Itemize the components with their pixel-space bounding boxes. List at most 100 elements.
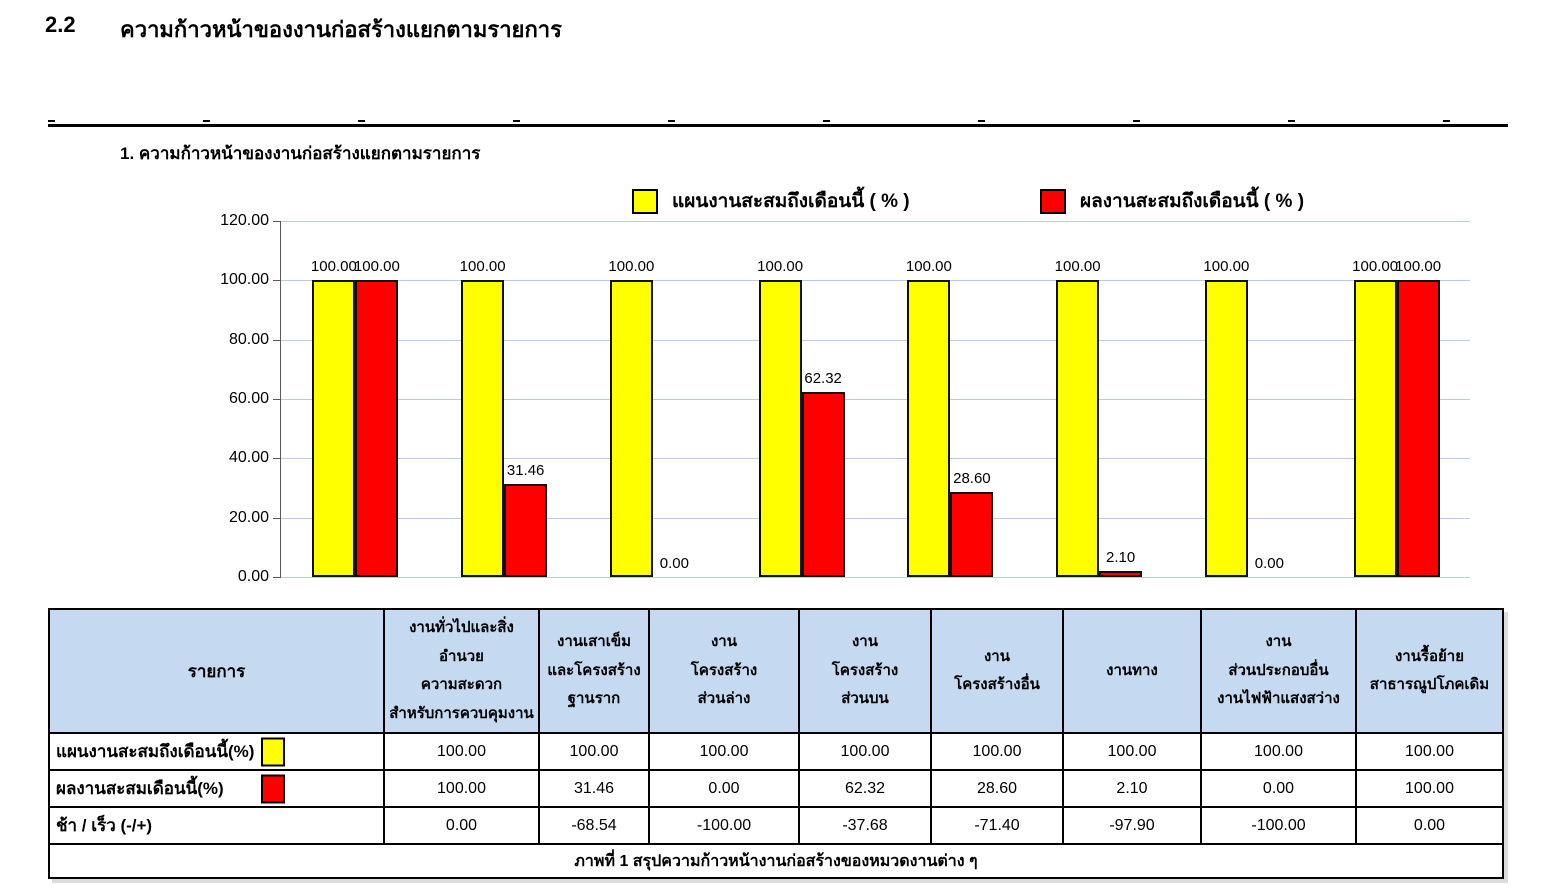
row-label-text: ผลงานสะสมเดือนนี้(%) [56, 779, 224, 798]
table-cell: -97.90 [1062, 806, 1202, 845]
column-header-line: โครงสร้างอื่น [954, 676, 1040, 693]
table-cell: 28.60 [930, 769, 1064, 808]
y-gridline [281, 577, 1470, 578]
table-cell: 100.00 [538, 732, 650, 771]
section-heading: 2.2 ความก้าวหน้าของงานก่อสร้างแยกตามรายก… [45, 12, 562, 47]
plan-bar [312, 280, 356, 577]
bar-value-label: 62.32 [804, 370, 842, 388]
section-title: ความก้าวหน้าของงานก่อสร้างแยกตามรายการ [120, 17, 562, 42]
actual-bar [1099, 570, 1143, 577]
section-number: 2.2 [45, 12, 76, 37]
table-cell: -100.00 [648, 806, 800, 845]
bar-value-label: 0.00 [1254, 555, 1284, 572]
row-label-text: แผนงานสะสมถึงเดือนนี้(%) [56, 742, 255, 761]
column-header: งาน โครงสร้างอื่น [930, 608, 1064, 734]
y-gridline [281, 517, 1470, 519]
table-cell: -100.00 [1200, 806, 1357, 845]
chart-title: 1. ความก้าวหน้าของงานก่อสร้างแยกตามรายกา… [120, 144, 481, 163]
column-header: งาน โครงสร้าง ส่วนบน [798, 608, 932, 734]
table-row: แผนงานสะสมถึงเดือนนี้(%) 100.00 100.00 100.… [48, 732, 1504, 771]
bar-group: 100.00 2.10 [1025, 221, 1174, 577]
y-gridline [281, 399, 1470, 400]
legend-item-actual: ผลงานสะสมถึงเดือนนี้ ( % ) [1040, 186, 1304, 216]
bar-group: 100.00 100.00 [1322, 221, 1471, 577]
column-header-line: ฐานราก [567, 690, 621, 708]
actual-bar [355, 280, 399, 577]
plot-area: 120.00 100.00 80.00 60.00 40.00 20.00 0.00 100.… [220, 212, 1471, 585]
row-label: ผลงานสะสมเดือนนี้(%) [48, 769, 385, 808]
legend-item-plan: แผนงานสะสมถึงเดือนนี้ ( % ) [632, 186, 910, 216]
y-tick-label: 40.00 [228, 449, 269, 467]
data-table-wrap: รายการ งานทั่วไปและสิ่งอำนวย ความสะดวก สำหร… [48, 608, 1504, 879]
column-header-line: ส่วนประกอบอื่น [1228, 661, 1329, 679]
y-gridline [281, 221, 1470, 222]
table-cell: 0.00 [648, 769, 800, 808]
bar-value-label: 100.00 [1054, 258, 1101, 276]
bar-value-label: 100.00 [608, 258, 655, 276]
actual-legend-label: ผลงานสะสมถึงเดือนนี้ ( % ) [1080, 191, 1305, 212]
bar-value-label: 100.00 [1203, 258, 1250, 276]
bar-value-label: 100.00 [1395, 258, 1442, 276]
column-header-line: ส่วนบน [841, 690, 889, 708]
bar-group: 100.00 100.00 [281, 221, 430, 577]
column-header-line: งานทั่วไปและสิ่งอำนวย [409, 619, 514, 665]
table-cell: -37.68 [798, 806, 932, 845]
table-cell: 100.00 [383, 732, 540, 771]
table-header-row: รายการ งานทั่วไปและสิ่งอำนวย ความสะดวก สำหร… [48, 608, 1504, 734]
y-tick [273, 458, 281, 460]
table-cell: 2.10 [1062, 769, 1202, 808]
y-tick-label: 20.00 [228, 508, 269, 526]
table-cell: 100.00 [383, 769, 540, 808]
table-cell: 100.00 [1355, 732, 1504, 771]
plan-bar [461, 280, 505, 577]
bar-group: 100.00 0.00 [579, 221, 728, 577]
plan-bar [609, 280, 653, 577]
plan-row-swatch [261, 737, 285, 766]
table-cell: -68.54 [538, 806, 650, 845]
y-gridline [281, 280, 1470, 282]
bar-value-label: 0.00 [659, 555, 689, 572]
plan-bar [758, 280, 802, 577]
actual-bar [950, 492, 994, 577]
table-cell: 31.46 [538, 769, 650, 808]
rule-solid-line [48, 124, 1508, 127]
column-header-line: งาน [1265, 633, 1292, 651]
bar-value-label: 100.00 [757, 258, 804, 276]
table-row: ช้า / เร็ว (-/+) 0.00 -68.54 -100.00 -37.68-… [48, 806, 1504, 845]
y-tick [273, 221, 281, 222]
bar-value-label: 2.10 [1106, 548, 1136, 566]
column-header-line: และโครงสร้าง [547, 661, 641, 679]
column-header-line: งานไฟฟ้าแสงสว่าง [1217, 690, 1340, 708]
bar-pair: 100.00 0.00 [1203, 221, 1291, 577]
table-caption-row: ภาพที่ 1 สรุปความก้าวหน้างานก่อสร้างของห… [48, 843, 1504, 879]
table-cell: 0.00 [1200, 769, 1357, 808]
plan-legend-label: แผนงานสะสมถึงเดือนนี้ ( % ) [672, 191, 910, 212]
plan-legend-swatch [632, 188, 658, 214]
table-cell: -71.40 [930, 806, 1064, 845]
bar-pair: 100.00 2.10 [1054, 221, 1143, 577]
y-tick-label: 120.00 [220, 212, 269, 229]
row-label: แผนงานสะสมถึงเดือนนี้(%) [48, 732, 385, 771]
y-gridline [281, 339, 1470, 341]
horizontal-rule [48, 120, 1508, 127]
column-header-line: งานรื้อย้าย [1394, 647, 1465, 665]
y-tick-label: 60.00 [228, 390, 269, 407]
table-cell: 62.32 [798, 769, 932, 808]
y-tick [273, 280, 281, 282]
bar-group: 100.00 28.60 [876, 221, 1025, 577]
y-tick [273, 517, 281, 519]
bar-value-label: 31.46 [506, 461, 545, 479]
y-tick [273, 399, 281, 400]
column-header-line: งานทาง [1106, 661, 1158, 679]
bar-pair: 100.00 100.00 [1352, 221, 1442, 577]
bar-group: 100.00 62.32 [727, 221, 876, 577]
bar-value-label: 100.00 [459, 258, 506, 276]
table-cell: 100.00 [1062, 732, 1202, 771]
column-header: งาน โครงสร้าง ส่วนล่าง [648, 608, 800, 734]
column-header-line: งาน [851, 633, 878, 651]
column-header-line: งาน [710, 633, 737, 651]
table-row: ผลงานสะสมเดือนนี้(%) 100.00 31.46 0.00 62.32… [48, 769, 1504, 808]
table-cell: 100.00 [648, 732, 800, 771]
y-tick [273, 577, 281, 578]
